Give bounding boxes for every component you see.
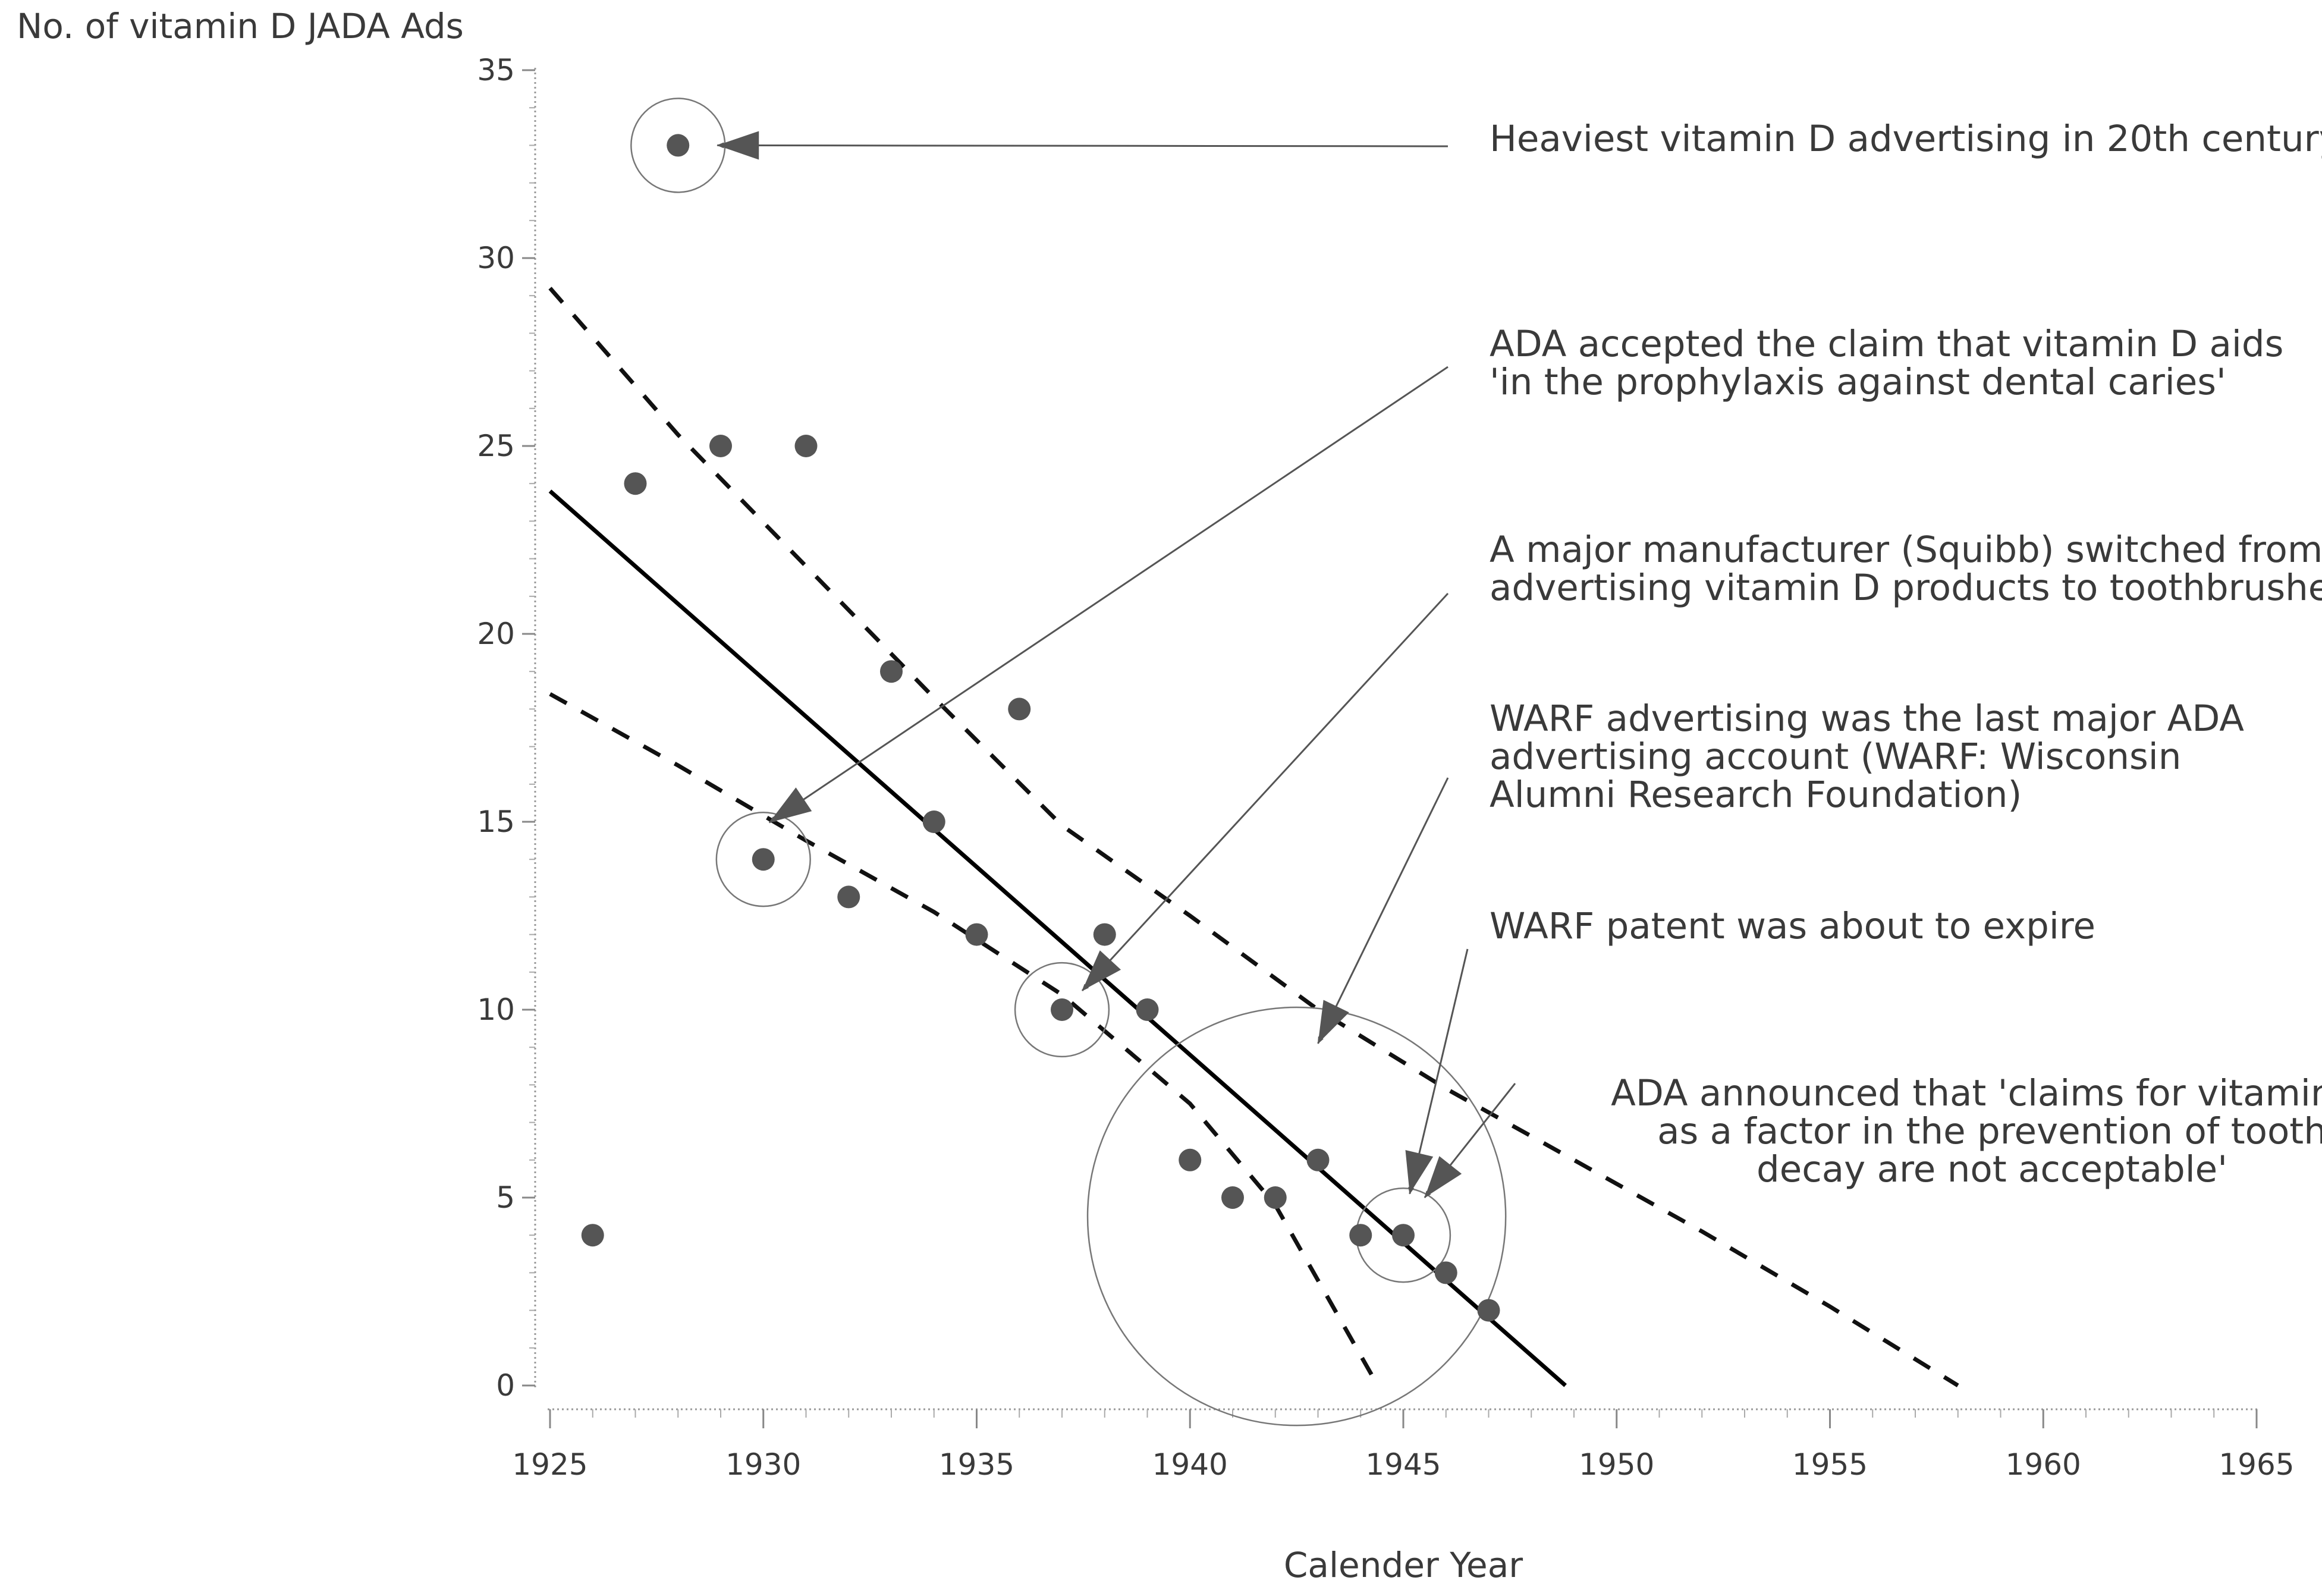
annotation-arrow bbox=[1408, 948, 1469, 1195]
x-tick-label: 1935 bbox=[939, 1447, 1014, 1482]
data-point bbox=[922, 810, 945, 833]
y-tick-label: 0 bbox=[496, 1368, 515, 1403]
data-point bbox=[965, 923, 988, 946]
y-tick-label: 5 bbox=[496, 1180, 515, 1215]
annotation-arrow bbox=[768, 366, 1448, 824]
data-point bbox=[1051, 998, 1073, 1021]
data-point bbox=[794, 435, 818, 457]
data-point bbox=[1306, 1148, 1330, 1171]
data-point bbox=[1136, 998, 1159, 1021]
data-point bbox=[1349, 1224, 1372, 1247]
data-point bbox=[1093, 923, 1116, 946]
y-tick-label: 15 bbox=[477, 805, 515, 839]
annotation-text-line: advertising account (WARF: Wisconsin bbox=[1490, 736, 2181, 778]
data-point bbox=[1179, 1148, 1202, 1171]
annotation-text-line: ADA accepted the claim that vitamin D ai… bbox=[1490, 323, 2283, 365]
x-tick-label: 1960 bbox=[2006, 1447, 2081, 1482]
annotation-arrowhead bbox=[1424, 1156, 1462, 1198]
annotation-5: WARF patent was about to expire bbox=[1405, 905, 2095, 1195]
x-axis-title: Calender Year bbox=[1284, 1545, 1523, 1585]
data-point bbox=[1221, 1186, 1244, 1209]
x-tick-label: 1930 bbox=[725, 1447, 801, 1482]
highlight-circle bbox=[1014, 962, 1110, 1058]
annotation-text-line: ADA announced that 'claims for vitamin D bbox=[1611, 1072, 2322, 1114]
annotation-text-line: 'in the prophylaxis against dental carie… bbox=[1490, 361, 2226, 403]
data-point bbox=[1392, 1224, 1415, 1247]
y-tick-label: 35 bbox=[477, 53, 515, 87]
x-tick-label: 1950 bbox=[1579, 1447, 1654, 1482]
highlight-circle bbox=[1086, 1006, 1507, 1427]
data-point bbox=[1477, 1299, 1500, 1322]
annotation-arrowhead bbox=[1405, 1150, 1434, 1194]
annotation-arrowhead bbox=[769, 787, 812, 823]
annotation-text-line: WARF advertising was the last major ADA bbox=[1490, 698, 2244, 740]
data-point bbox=[1264, 1186, 1287, 1209]
annotation-arrowhead bbox=[717, 131, 759, 160]
regression-line-group bbox=[548, 489, 1567, 1387]
annotation-arrow bbox=[717, 142, 1448, 149]
data-point bbox=[624, 472, 647, 495]
annotation-text-line: advertising vitamin D products to toothb… bbox=[1490, 567, 2322, 609]
confidence-band-lower bbox=[549, 692, 1375, 1380]
highlight-circles bbox=[630, 98, 1507, 1427]
annotation-text-line: as a factor in the prevention of tooth bbox=[1657, 1110, 2322, 1152]
x-tick-label: 1945 bbox=[1365, 1447, 1441, 1482]
y-tick-label: 10 bbox=[477, 992, 515, 1027]
y-tick-label: 25 bbox=[477, 429, 515, 463]
highlight-circle bbox=[715, 812, 811, 907]
y-tick-label: 30 bbox=[477, 241, 515, 275]
axes: 0 5 10 15 20 25 30 35 1925 1930 1935 1940 1945 1950 19… bbox=[477, 53, 2294, 1482]
annotation-arrowhead bbox=[1082, 950, 1121, 991]
annotation-text-line: WARF patent was about to expire bbox=[1490, 905, 2095, 947]
annotations: Heaviest vitamin D advertising in 20th c… bbox=[717, 118, 2322, 1198]
data-point bbox=[752, 848, 775, 871]
x-tick-label: 1965 bbox=[2219, 1447, 2294, 1482]
annotation-3: A major manufacturer (Squibb) switched f… bbox=[1081, 529, 2322, 992]
data-point bbox=[880, 660, 903, 683]
x-tick-label: 1955 bbox=[1792, 1447, 1868, 1482]
annotation-text-line: A major manufacturer (Squibb) switched f… bbox=[1490, 529, 2322, 571]
annotation-6: ADA announced that 'claims for vitamin D… bbox=[1424, 1072, 2322, 1198]
y-tick-label: 20 bbox=[477, 617, 515, 651]
x-tick-label: 1925 bbox=[512, 1447, 587, 1482]
annotation-1: Heaviest vitamin D advertising in 20th c… bbox=[717, 118, 2322, 160]
annotation-arrow bbox=[1317, 777, 1449, 1044]
data-point bbox=[709, 435, 732, 457]
annotation-arrowhead bbox=[1318, 1000, 1349, 1044]
data-point bbox=[1434, 1261, 1457, 1284]
axis-titles: No. of vitamin D JADA Ads Calender Year bbox=[17, 6, 1523, 1585]
data-point bbox=[667, 134, 690, 157]
annotation-4: WARF advertising was the last major ADAa… bbox=[1317, 698, 2244, 1044]
x-tick-label: 1940 bbox=[1152, 1447, 1228, 1482]
annotation-text-line: Heaviest vitamin D advertising in 20th c… bbox=[1490, 118, 2322, 160]
annotation-text-line: Alumni Research Foundation) bbox=[1490, 774, 2022, 816]
data-point bbox=[1008, 698, 1031, 721]
data-point bbox=[837, 885, 860, 909]
data-points bbox=[581, 134, 1500, 1322]
annotation-text-line: decay are not acceptable' bbox=[1757, 1148, 2227, 1190]
annotation-arrow bbox=[1081, 592, 1449, 992]
confidence-band-upper bbox=[548, 287, 1959, 1387]
annotation-2: ADA accepted the claim that vitamin D ai… bbox=[768, 323, 2283, 824]
confidence-band bbox=[548, 287, 1959, 1387]
y-axis-title: No. of vitamin D JADA Ads bbox=[17, 6, 464, 46]
regression-line bbox=[548, 489, 1567, 1387]
data-point bbox=[581, 1224, 604, 1247]
